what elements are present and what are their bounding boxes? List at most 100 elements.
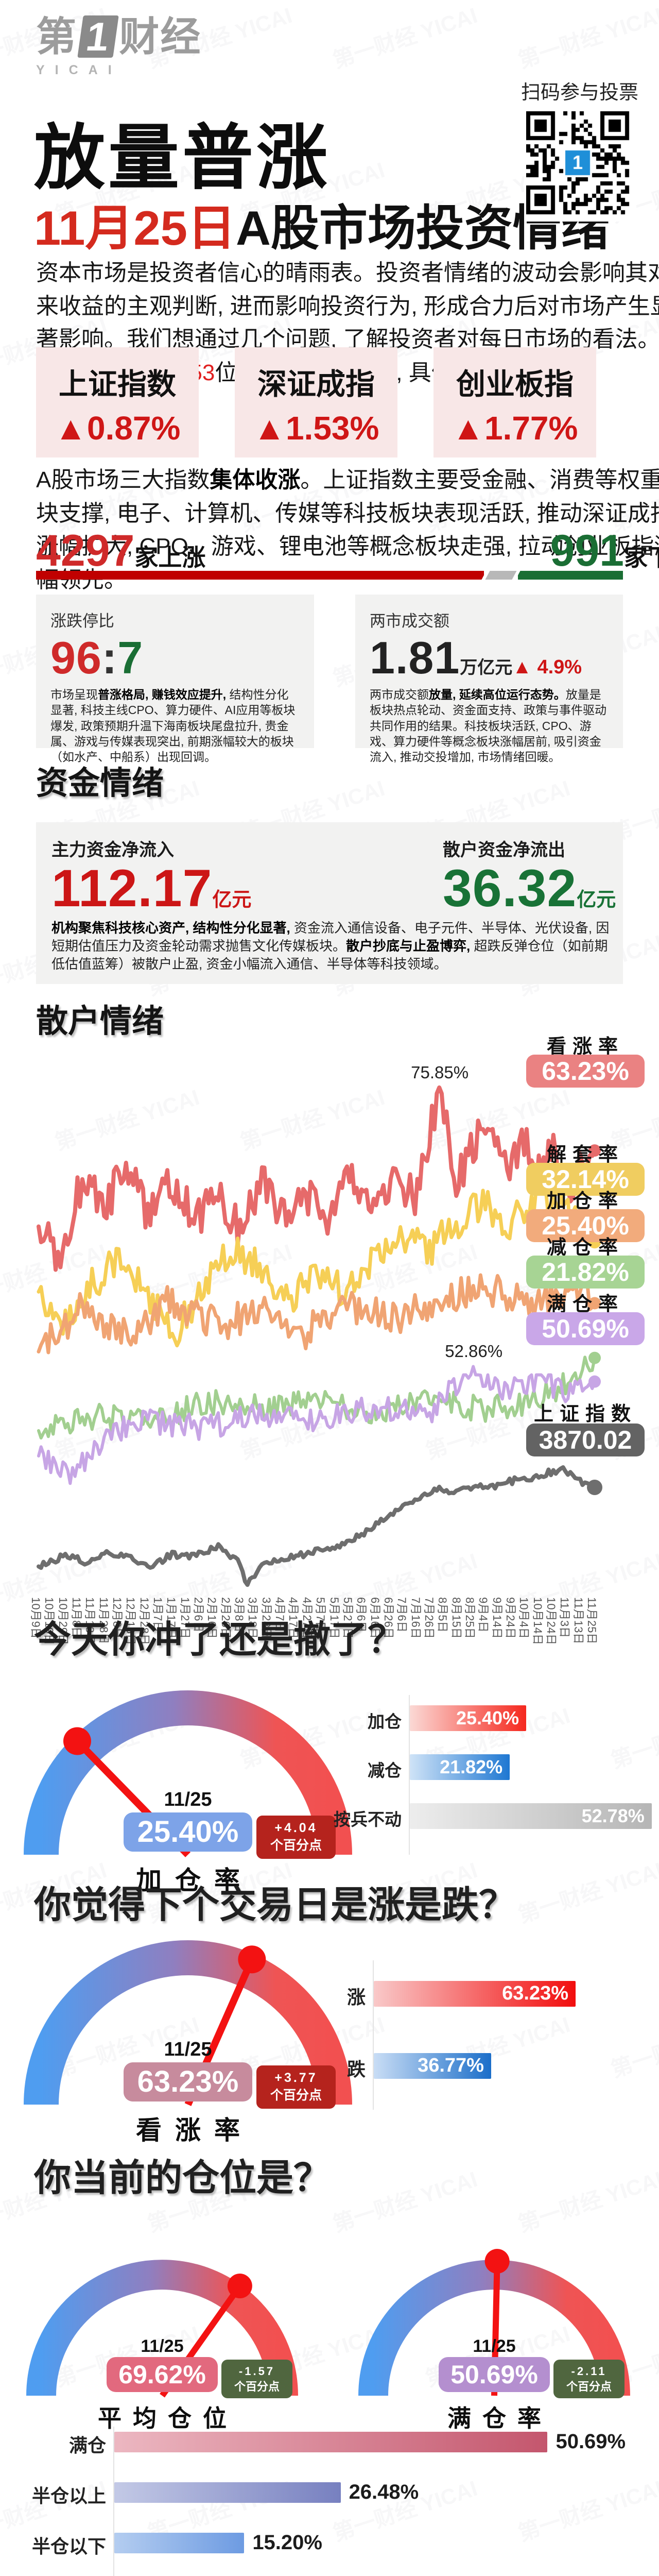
gauge-label: 加仓率 xyxy=(136,1866,253,1895)
advance-segment xyxy=(36,571,484,580)
gauge-change-badge: +4.04 个百分点 xyxy=(256,1816,336,1859)
qr-code xyxy=(524,109,636,222)
advancers: 4297家上涨 xyxy=(36,529,205,573)
bar-label-加仓: 加仓 xyxy=(368,1711,402,1731)
bar-axis xyxy=(373,1960,374,2110)
limit-ratio-box: 涨跌停比 96:7 市场呈现普涨格局, 赚钱效应提升, 结构性分化显著, 科技主… xyxy=(36,595,314,764)
question-3-title: 你当前的仓位是？ xyxy=(34,2158,331,2199)
logo-text: 第 1 财经 xyxy=(36,14,202,59)
bar-按兵不动 xyxy=(410,1803,652,1829)
series-line-减仓率 xyxy=(37,1355,596,1440)
legend-label-满仓率: 满仓率 xyxy=(546,1294,624,1315)
series-line-满仓率 xyxy=(37,1365,596,1485)
series-line-加仓率 xyxy=(37,1273,597,1354)
fund-section-title: 资金情绪 xyxy=(36,766,164,801)
legend-label-减仓率: 减仓率 xyxy=(546,1237,624,1259)
advance-decline-row: 4297家上涨 991家下跌 xyxy=(0,529,659,573)
question-2-section: 你觉得下个交易日是涨是跌？ 11/25 63.23% +3.77 个百分点 看涨率涨 63… xyxy=(0,1883,659,2151)
fund-paragraph: 机构聚焦科技核心资产, 结构性分化显著, 资金流入通信设备、电子元件、半导体、光… xyxy=(51,920,610,972)
index-card-shenzhen: 深证成指 ▲1.53% xyxy=(235,347,397,457)
advancer-count: 4297 xyxy=(36,526,135,575)
gauge-change-badge: +3.77 个百分点 xyxy=(256,2065,336,2109)
series-line-上证指数 xyxy=(37,1465,597,1587)
limit-ratio-title: 涨跌停比 xyxy=(50,612,114,630)
bar-跌 xyxy=(374,2053,491,2079)
index-name: 上证指数 xyxy=(59,368,176,401)
legend-label-加仓率: 加仓率 xyxy=(546,1191,624,1212)
turnover-change: ▲ 4.9% xyxy=(512,656,582,678)
bar-涨 xyxy=(374,1981,576,2007)
gauge-arc xyxy=(26,2260,298,2396)
question-1-section: 今天你冲了还是撤了？ 11/25 25.40% +4.04 个百分点 加仓率 加仓 25.4… xyxy=(0,1618,659,1895)
limit-ratio-value: 96:7 xyxy=(50,632,144,683)
index-change: ▲0.87% xyxy=(54,410,181,447)
series-end-dot xyxy=(588,1297,601,1310)
gauge-arc xyxy=(24,1690,352,1855)
decliner-count: 991 xyxy=(550,526,625,575)
series-end-dot xyxy=(588,1144,601,1157)
sentiment-chart-svg xyxy=(37,1085,602,1587)
gauge-arc xyxy=(24,1940,352,2105)
subtitle-date: 11月25日 xyxy=(34,201,236,255)
bar-label-涨: 涨 xyxy=(346,1987,366,2008)
change-unit: 个百分点 xyxy=(234,2380,280,2393)
retail-fund-col: 散户资金净流出 36.32亿元 xyxy=(443,836,616,916)
index-cards: 上证指数 ▲0.87% 深证成指 ▲1.53% 创业板指 ▲1.77% xyxy=(0,347,659,457)
gauge-value-badge: 69.62% xyxy=(107,2357,218,2392)
change-value: -1.57 xyxy=(238,2365,275,2378)
fund-section-header: 资金情绪 xyxy=(0,768,659,800)
bar-value-按兵不动: 52.78% xyxy=(581,1805,645,1826)
fund-box: 主力资金净流入 112.17亿元 散户资金净流出 36.32亿元 机构聚焦科技核… xyxy=(36,822,623,984)
bar-半仓以上 xyxy=(114,2482,341,2503)
market-summary: A股市场三大指数集体收涨。上证指数主要受金融、消费等权重板块支撑, 电子、计算机… xyxy=(0,464,659,597)
change-unit: 个百分点 xyxy=(566,2380,612,2393)
stat-boxes: 涨跌停比 96:7 市场呈现普涨格局, 赚钱效应提升, 结构性分化显著, 科技主… xyxy=(0,595,659,764)
turnover-value: 1.81万亿元▲ 4.9% xyxy=(370,632,582,683)
peak-annotation: 75.85% xyxy=(411,1062,469,1082)
gauge-change-badge: -1.57 个百分点 xyxy=(221,2360,292,2399)
flat-segment xyxy=(481,571,521,580)
gauge-value-badge: 25.40% xyxy=(124,1812,252,1852)
legend-value-加仓率: 25.40% xyxy=(526,1209,645,1242)
series-line-解套率 xyxy=(37,1183,597,1348)
legend-value-看涨率: 63.23% xyxy=(526,1055,645,1088)
bar-axis xyxy=(113,2427,114,2576)
main-fund-value: 112.17亿元 xyxy=(51,859,252,918)
bar-value-涨: 63.23% xyxy=(502,1982,569,2004)
index-change: ▲1.77% xyxy=(452,410,578,447)
index-change: ▲1.53% xyxy=(253,410,379,447)
yicai-logo: 第 1 财经 YICAI xyxy=(36,14,202,78)
bar-value-减仓: 21.82% xyxy=(440,1756,503,1777)
peak-annotation: 52.86% xyxy=(445,1342,503,1361)
change-value: +3.77 xyxy=(274,2071,318,2085)
legend-label-解套率: 解套率 xyxy=(546,1144,624,1166)
gauge-label: 满仓率 xyxy=(447,2405,552,2432)
gauge-value-badge: 63.23% xyxy=(124,2062,252,2102)
index-card-shanghai: 上证指数 ▲0.87% xyxy=(36,347,199,457)
fund-section: 主力资金净流入 112.17亿元 散户资金净流出 36.32亿元 机构聚焦科技核… xyxy=(0,822,659,987)
main-fund-col: 主力资金净流入 112.17亿元 xyxy=(51,836,251,916)
bar-label-减仓: 减仓 xyxy=(368,1760,402,1780)
turnover-paragraph: 两市成交额放量, 延续高位运行态势。放量是板块热点轮动、资金面支持、政策与事件驱… xyxy=(370,688,606,764)
retail-fund-value: 36.32亿元 xyxy=(443,859,616,918)
question-1-title: 今天你冲了还是撤了？ xyxy=(34,1619,405,1660)
question-3-section: 你当前的仓位是？ 11/25 69.62% -1.57 个百分点 平均仓位 11/25 50… xyxy=(0,2156,659,2576)
gauge-加仓率: 11/25 25.40% +4.04 个百分点 加仓率 xyxy=(18,1664,358,1932)
advance-decline-bar xyxy=(36,571,623,580)
gauge-平均仓位: 11/25 69.62% -1.57 个百分点 平均仓位 xyxy=(18,2221,306,2473)
gauge-label: 平均仓位 xyxy=(98,2405,238,2432)
page-title: 放量普涨 xyxy=(34,118,331,198)
gauge-满仓率: 11/25 50.69% -2.11 个百分点 满仓率 xyxy=(350,2221,638,2473)
gauge-date: 11/25 xyxy=(164,1789,212,1810)
bar-group: 加仓 25.40% 减仓 21.82% 按兵不动 52.78% xyxy=(330,1695,652,1855)
series-line-看涨率 xyxy=(37,1085,597,1272)
change-value: -2.11 xyxy=(571,2365,607,2378)
bar-半仓以下 xyxy=(114,2533,245,2553)
bar-axis xyxy=(409,1695,410,1855)
gauge-label: 看涨率 xyxy=(136,2116,253,2145)
bar-label-按兵不动: 按兵不动 xyxy=(334,1809,402,1829)
gauge-date: 11/25 xyxy=(164,2039,212,2060)
turnover-title: 两市成交额 xyxy=(370,612,449,630)
bar-满仓 xyxy=(114,2432,548,2452)
